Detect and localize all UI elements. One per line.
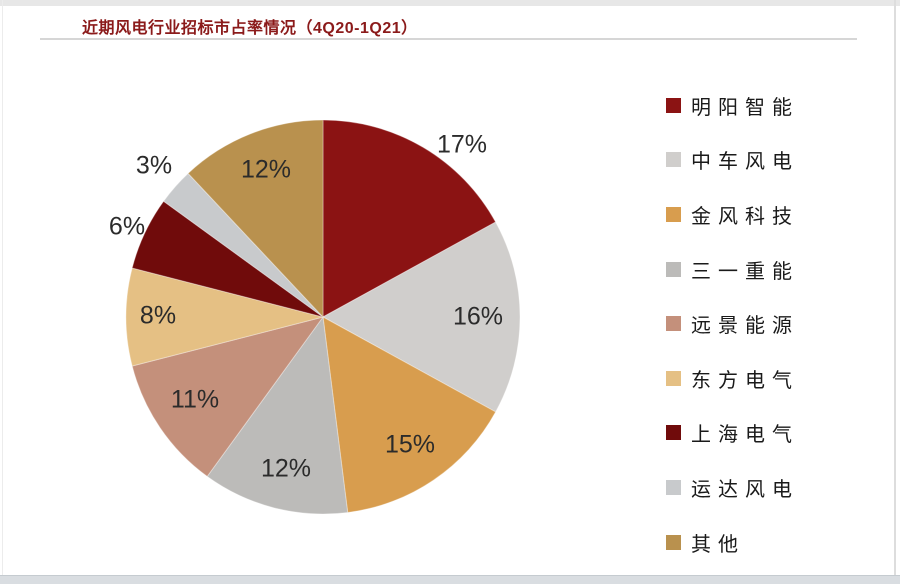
- left-border: [2, 0, 3, 584]
- legend-label: 上海电气: [691, 422, 799, 447]
- top-border: [0, 0, 900, 6]
- legend-swatch: [666, 425, 681, 441]
- legend-swatch: [666, 534, 681, 550]
- right-border: [894, 0, 896, 584]
- legend-label: 远景能源: [691, 313, 799, 338]
- legend-item-远景能源: 远景能源: [666, 296, 886, 351]
- legend-label: 三一重能: [691, 258, 799, 283]
- pie-slice-其他: [187, 119, 324, 319]
- legend-label: 东方电气: [691, 367, 799, 392]
- legend-label: 中车风电: [691, 149, 799, 174]
- legend-swatch: [666, 97, 681, 113]
- pie-slice-中车风电: [321, 221, 521, 413]
- legend-item-其他: 其他: [666, 515, 886, 570]
- legend-label: 金风科技: [691, 203, 799, 228]
- legend-swatch: [666, 206, 681, 222]
- legend-swatch: [666, 316, 681, 332]
- pie-slice-明阳智能: [322, 119, 497, 318]
- legend-label: 明阳智能: [691, 94, 799, 119]
- legend-item-三一重能: 三一重能: [666, 242, 886, 297]
- legend-label: 运达风电: [691, 476, 799, 501]
- legend-item-金风科技: 金风科技: [666, 187, 886, 242]
- pie-slice-上海电气: [131, 200, 324, 318]
- legend-swatch: [666, 370, 681, 386]
- pie-slice-运达风电: [162, 172, 324, 318]
- legend-swatch: [666, 479, 681, 495]
- pie-slice-东方电气: [125, 267, 324, 367]
- bottom-border: [0, 575, 900, 584]
- title-underline-rule: [40, 38, 857, 40]
- pie-slice-金风科技: [322, 316, 497, 514]
- chart-title: 近期风电行业招标市占率情况（4Q20-1Q21）: [82, 20, 418, 37]
- legend-swatch: [666, 261, 681, 277]
- pie-slice-三一重能: [206, 315, 349, 515]
- legend-item-运达风电: 运达风电: [666, 460, 886, 515]
- legend-label: 其他: [691, 531, 745, 556]
- pie-slice-远景能源: [131, 316, 325, 478]
- legend-swatch: [666, 152, 681, 168]
- legend-item-中车风电: 中车风电: [666, 133, 886, 188]
- legend-item-东方电气: 东方电气: [666, 351, 886, 406]
- legend-item-明阳智能: 明阳智能: [666, 78, 886, 133]
- legend: 明阳智能中车风电金风科技三一重能远景能源东方电气上海电气运达风电其他: [666, 78, 886, 569]
- legend-item-上海电气: 上海电气: [666, 406, 886, 461]
